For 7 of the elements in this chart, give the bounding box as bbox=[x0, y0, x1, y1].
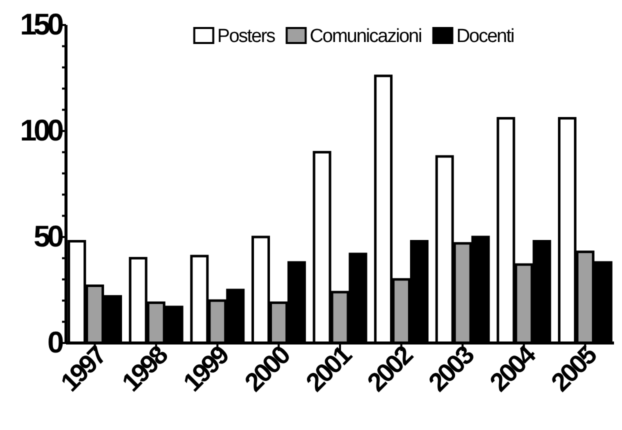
y-tick-label: 100 bbox=[20, 114, 64, 148]
y-tick-label: 0 bbox=[47, 326, 64, 360]
legend-label: Comunicazioni bbox=[310, 26, 422, 47]
legend-label: Posters bbox=[217, 26, 276, 47]
y-tick-label: 50 bbox=[34, 220, 64, 254]
legend-label: Docenti bbox=[456, 26, 514, 47]
y-tick-label: 150 bbox=[20, 8, 64, 42]
